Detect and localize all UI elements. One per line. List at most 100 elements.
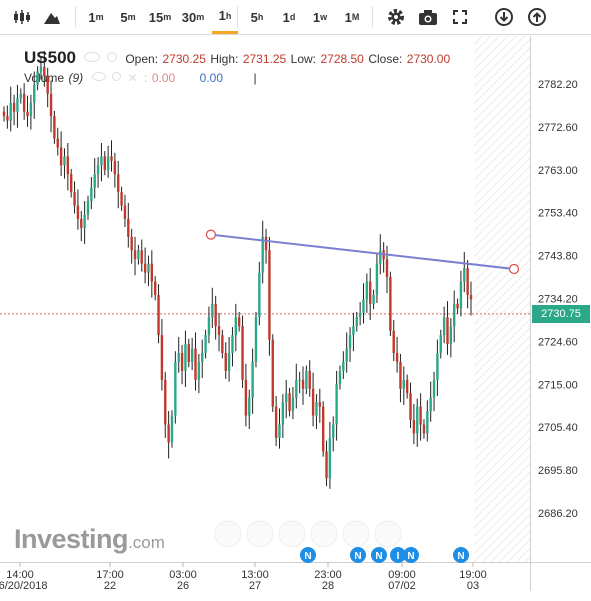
download-icon[interactable] (491, 0, 517, 34)
x-tick-date: 06/20/2018 (0, 580, 48, 592)
candle-body (426, 411, 429, 434)
upload-icon[interactable] (524, 0, 550, 34)
candle-body (69, 174, 73, 193)
logo-main-text: Investing (14, 524, 129, 554)
timeframe-value: 1 (88, 9, 96, 25)
gear-icon[interactable] (383, 0, 409, 34)
candle-body (174, 361, 177, 416)
candle-body (291, 397, 295, 412)
candle-body (211, 303, 214, 318)
candle-body (372, 294, 375, 304)
low-label: Low: (290, 52, 317, 66)
candle-body (463, 268, 466, 282)
candle-body (348, 335, 352, 349)
candle-body (281, 402, 285, 425)
candle-body (221, 335, 224, 354)
candle-body (2, 111, 6, 117)
camera-icon[interactable] (415, 0, 441, 34)
playback-control[interactable] (278, 520, 306, 548)
high-value: 2731.25 (242, 52, 287, 66)
candle-body (227, 353, 231, 371)
candle-body (190, 348, 194, 362)
y-tick-label: 2734.20 (538, 294, 578, 306)
tf-15m[interactable]: 15 m (145, 0, 175, 34)
y-tick-label: 2782.20 (538, 79, 578, 91)
candle-body (439, 335, 442, 354)
high-label: High: (210, 52, 239, 66)
news-marker[interactable] (403, 547, 419, 563)
candle-body (170, 415, 174, 443)
news-marker[interactable] (453, 547, 469, 563)
candle-body (56, 138, 59, 148)
candle-body (305, 370, 308, 389)
trendline-handle-end[interactable] (508, 263, 520, 275)
volume-label: Volume (24, 71, 65, 85)
candle-body (453, 303, 456, 327)
candle-body (369, 281, 372, 304)
news-marker[interactable] (371, 547, 387, 563)
trendline[interactable] (210, 233, 515, 270)
close-value: 2730.00 (406, 52, 451, 66)
news-marker-label: N (407, 551, 414, 562)
candle-body (241, 326, 244, 380)
candle-body (224, 353, 227, 371)
y-tick-label: 2686.20 (538, 508, 578, 520)
future-area (474, 36, 530, 562)
timeframe-value: 5 (120, 9, 128, 25)
fullscreen-icon[interactable] (447, 0, 473, 34)
close-icon[interactable]: ✕ (127, 71, 138, 85)
timeframe-unit: m (163, 12, 172, 22)
candle-body (328, 437, 332, 479)
candle-body (318, 402, 322, 407)
eye-icon[interactable] (84, 52, 101, 62)
news-marker[interactable] (390, 547, 406, 563)
candle-body (385, 259, 389, 278)
playback-control[interactable] (342, 520, 370, 548)
eye-icon[interactable] (91, 72, 106, 81)
candles-icon[interactable] (9, 0, 35, 34)
candle-body (103, 156, 106, 170)
candle-body (133, 250, 137, 260)
candle-body (113, 160, 117, 175)
trendline-handle-start[interactable] (205, 229, 217, 240)
volume-value-2: 0.00 (199, 71, 223, 85)
candle-body (389, 277, 392, 331)
x-tick-date: 22 (104, 580, 116, 592)
news-marker-label: N (375, 551, 382, 562)
symbol-title: US500 (24, 48, 76, 67)
candle-body (214, 303, 217, 327)
candle-body (271, 339, 274, 407)
settings-small-icon[interactable] (112, 72, 122, 81)
news-marker[interactable] (300, 547, 316, 563)
candle-body (12, 102, 16, 112)
tf-30m[interactable]: 30 m (177, 0, 209, 34)
candle-body (362, 299, 365, 313)
candle-body (332, 424, 335, 438)
news-marker[interactable] (350, 547, 366, 563)
settings-small-icon[interactable] (106, 52, 117, 62)
candle-body (237, 317, 241, 327)
candle-body (234, 317, 238, 336)
candle-body (405, 379, 409, 394)
candle-body (106, 156, 110, 170)
playback-control[interactable] (246, 520, 274, 548)
playback-control[interactable] (214, 520, 242, 548)
candle-body (204, 335, 207, 354)
playback-control[interactable] (374, 520, 402, 548)
x-tick-date: 03 (467, 580, 479, 592)
mountain-icon[interactable] (39, 0, 65, 34)
candle-body (402, 379, 406, 389)
candle-body (459, 281, 463, 309)
candle-body (127, 218, 130, 237)
toolbar-divider (75, 6, 76, 28)
playback-control[interactable] (310, 520, 338, 548)
candle-body (22, 93, 26, 112)
